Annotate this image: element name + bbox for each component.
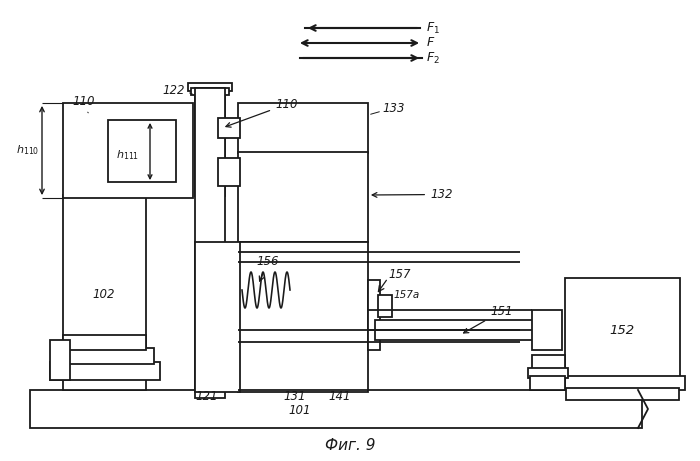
Bar xyxy=(56,348,154,364)
Bar xyxy=(195,88,225,196)
Bar xyxy=(565,278,680,378)
Bar xyxy=(368,280,380,350)
Text: 122: 122 xyxy=(162,83,185,96)
Text: 110: 110 xyxy=(226,98,298,127)
Bar xyxy=(195,242,240,392)
Bar xyxy=(238,103,368,153)
Bar xyxy=(378,295,392,317)
Bar xyxy=(532,310,562,350)
Text: $F_2$: $F_2$ xyxy=(426,50,440,65)
Text: 121: 121 xyxy=(196,390,218,403)
Bar xyxy=(50,362,160,380)
Text: $h_{111}$: $h_{111}$ xyxy=(116,148,139,162)
Text: 133: 133 xyxy=(382,101,405,114)
Text: 151: 151 xyxy=(463,305,512,333)
Bar xyxy=(218,158,240,186)
Text: 157a: 157a xyxy=(393,290,419,300)
Text: 110: 110 xyxy=(72,95,94,108)
Bar xyxy=(238,242,368,392)
Text: 132: 132 xyxy=(372,188,452,201)
Bar xyxy=(560,376,685,390)
Bar xyxy=(532,355,565,390)
Bar xyxy=(238,152,368,242)
Bar xyxy=(50,340,70,380)
Text: $F$: $F$ xyxy=(426,36,435,49)
Text: $F_1$: $F_1$ xyxy=(426,20,440,35)
Bar xyxy=(191,88,229,95)
Bar xyxy=(218,118,240,138)
Text: $h_{110}$: $h_{110}$ xyxy=(16,143,40,157)
Bar xyxy=(63,335,146,350)
Text: 157: 157 xyxy=(388,268,410,282)
Bar xyxy=(30,390,642,428)
Text: 131: 131 xyxy=(284,390,307,403)
Text: 102: 102 xyxy=(92,289,116,301)
Bar xyxy=(195,88,225,398)
Bar xyxy=(530,376,565,390)
Text: Фиг. 9: Фиг. 9 xyxy=(325,437,375,453)
Bar xyxy=(63,103,193,198)
Text: 141: 141 xyxy=(328,390,351,403)
Text: 152: 152 xyxy=(610,324,635,337)
Text: 156: 156 xyxy=(257,255,279,281)
Bar xyxy=(528,368,568,378)
Bar xyxy=(188,83,232,91)
Bar xyxy=(375,320,535,340)
Text: 101: 101 xyxy=(288,403,312,416)
Bar xyxy=(108,120,176,182)
Bar xyxy=(566,388,679,400)
Bar xyxy=(63,195,146,390)
